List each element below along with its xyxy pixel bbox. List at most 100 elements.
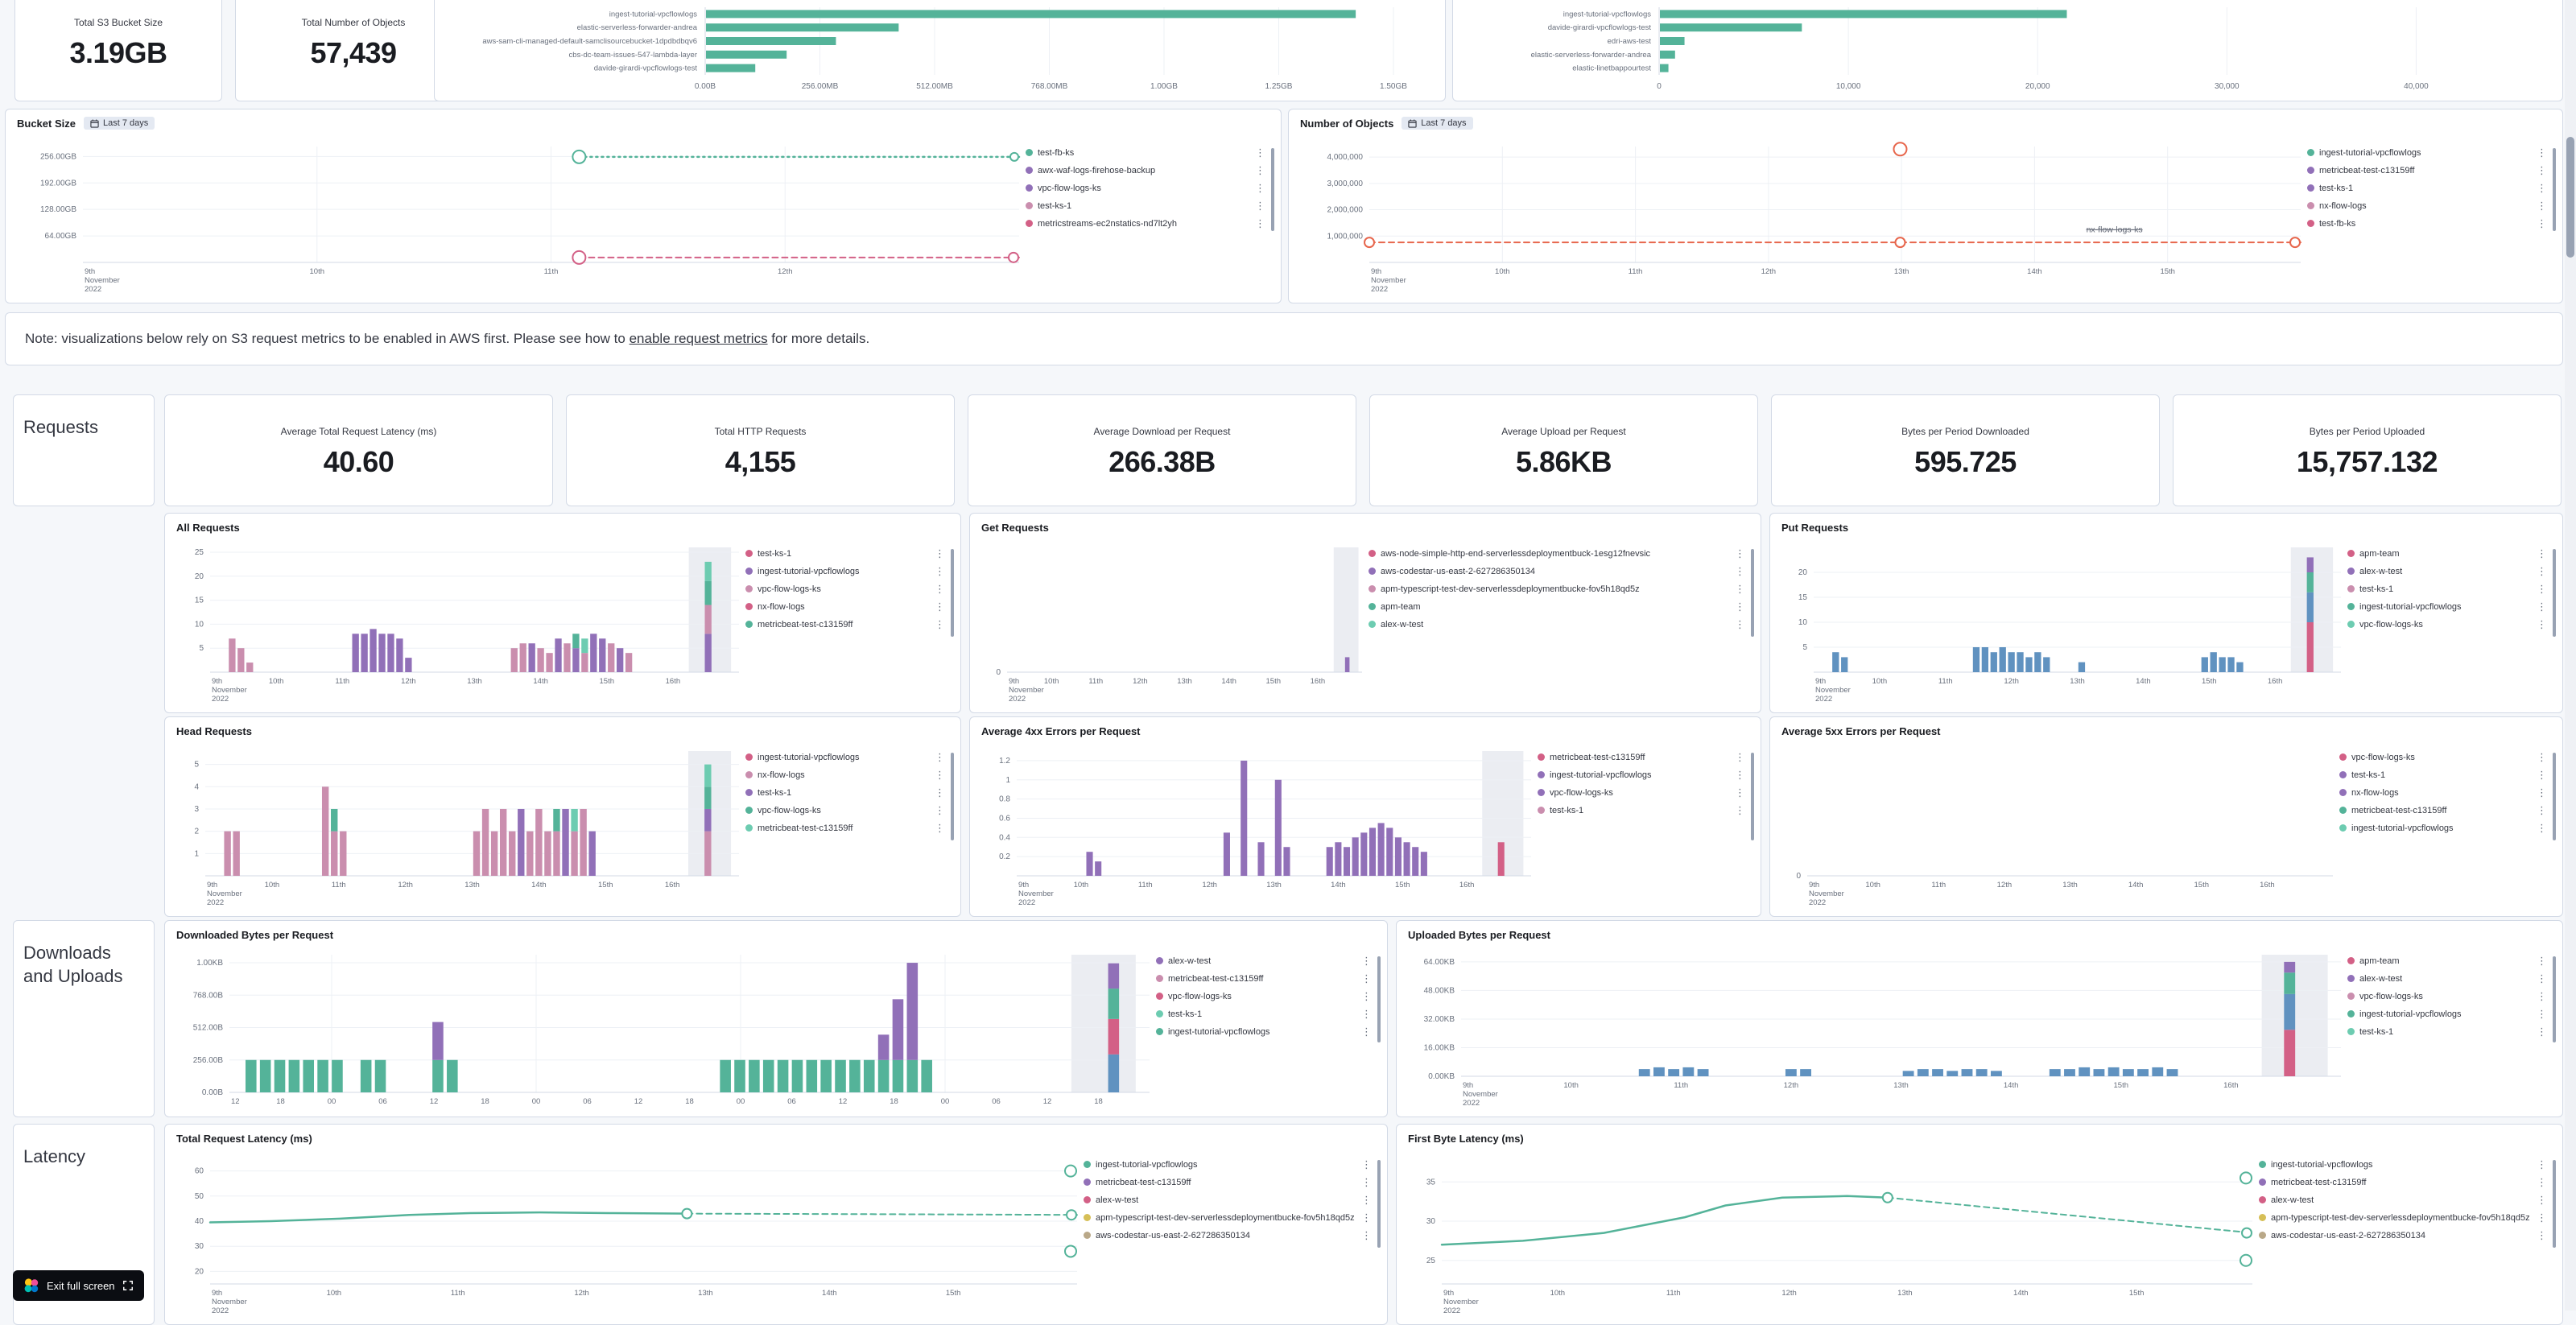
legend-actions-icon[interactable]: ⋮ (1735, 582, 1745, 595)
legend-actions-icon[interactable]: ⋮ (2537, 582, 2547, 595)
legend-item[interactable]: nx-flow-logs ⋮ (2307, 198, 2549, 213)
legend-item[interactable]: test-fb-ks ⋮ (1026, 145, 1267, 160)
legend-item[interactable]: ingest-tutorial-vpcflowlogs ⋮ (2347, 599, 2549, 614)
legend-item[interactable]: ingest-tutorial-vpcflowlogs ⋮ (2307, 145, 2549, 160)
legend-actions-icon[interactable]: ⋮ (1735, 564, 1745, 577)
legend-actions-icon[interactable]: ⋮ (1735, 786, 1745, 799)
legend-scrollbar[interactable] (2553, 148, 2556, 231)
legend-item[interactable]: test-ks-1 ⋮ (745, 546, 947, 561)
legend-actions-icon[interactable]: ⋮ (935, 547, 945, 559)
legend-actions-icon[interactable]: ⋮ (2537, 972, 2547, 984)
legend-item[interactable]: nx-flow-logs ⋮ (745, 767, 947, 782)
legend-scrollbar[interactable] (2553, 956, 2556, 1042)
legend-actions-icon[interactable]: ⋮ (1735, 803, 1745, 816)
first-byte-latency-plot[interactable]: 25 30 35 9th November 2022 10th 11th 12th 13th 14t… (1405, 1152, 2259, 1321)
legend-item[interactable]: test-ks-1 ⋮ (2347, 581, 2549, 596)
downloaded-bytes-plot[interactable]: 0.00B 256.00B 512.00B 768.00B 1.00KB 12 18 00 06… (173, 948, 1156, 1113)
legend-item[interactable]: ingest-tutorial-vpcflowlogs ⋮ (1538, 767, 1747, 782)
legend-actions-icon[interactable]: ⋮ (1735, 617, 1745, 630)
legend-scrollbar[interactable] (951, 753, 954, 840)
legend-actions-icon[interactable]: ⋮ (1361, 954, 1372, 967)
legend-item[interactable]: test-ks-1 ⋮ (2307, 180, 2549, 196)
legend-actions-icon[interactable]: ⋮ (1361, 1158, 1372, 1170)
legend-item[interactable]: metricstreams-ec2nstatics-nd7lt2yh ⋮ (1026, 216, 1267, 231)
legend-item[interactable]: aws-codestar-us-east-2-627286350134 ⋮ (1084, 1228, 1373, 1243)
legend-actions-icon[interactable]: ⋮ (2537, 1025, 2547, 1038)
legend-item[interactable]: alex-w-test ⋮ (1156, 953, 1373, 968)
legend-item[interactable]: apm-team ⋮ (1368, 599, 1747, 614)
legend-item[interactable]: ingest-tutorial-vpcflowlogs ⋮ (1084, 1157, 1373, 1172)
legend-actions-icon[interactable]: ⋮ (2537, 989, 2547, 1002)
legend-actions-icon[interactable]: ⋮ (1735, 768, 1745, 781)
legend-scrollbar[interactable] (1751, 753, 1754, 840)
legend-actions-icon[interactable]: ⋮ (2537, 1175, 2547, 1188)
legend-actions-icon[interactable]: ⋮ (1361, 1025, 1372, 1038)
legend-actions-icon[interactable]: ⋮ (2537, 547, 2547, 559)
legend-scrollbar[interactable] (2553, 1160, 2556, 1249)
legend-item[interactable]: alex-w-test ⋮ (2347, 971, 2549, 986)
get-requests-plot[interactable]: 0 9th November 2022 10th 11th 12th 13th 14th 15th… (978, 541, 1368, 709)
legend-scrollbar[interactable] (1377, 1160, 1381, 1249)
legend-scrollbar[interactable] (951, 549, 954, 637)
page-scrollbar-thumb[interactable] (2566, 137, 2574, 258)
legend-item[interactable]: aws-codestar-us-east-2-627286350134 ⋮ (1368, 563, 1747, 579)
legend-actions-icon[interactable]: ⋮ (935, 600, 945, 613)
total-request-latency-plot[interactable]: 20 30 40 50 60 9th November 2022 10th 11th 12th 13t… (173, 1152, 1084, 1321)
legend-item[interactable]: apm-typescript-test-dev-serverlessdeploy… (1084, 1210, 1373, 1225)
uploaded-bytes-plot[interactable]: 0.00KB 16.00KB 32.00KB 48.00KB 64.00KB 9th Nov… (1405, 948, 2347, 1113)
legend-item[interactable]: metricbeat-test-c13159ff ⋮ (745, 617, 947, 632)
legend-actions-icon[interactable]: ⋮ (2537, 600, 2547, 613)
legend-item[interactable]: test-ks-1 ⋮ (745, 785, 947, 800)
legend-actions-icon[interactable]: ⋮ (2537, 1193, 2547, 1206)
legend-actions-icon[interactable]: ⋮ (935, 821, 945, 834)
avg-4xx-errors-plot[interactable]: 0.2 0.4 0.6 0.8 1 1.2 9th November 2022 10th 11th 1… (978, 745, 1538, 913)
legend-actions-icon[interactable]: ⋮ (2537, 750, 2547, 763)
legend-actions-icon[interactable]: ⋮ (2537, 954, 2547, 967)
legend-item[interactable]: ingest-tutorial-vpcflowlogs ⋮ (2347, 1006, 2549, 1022)
legend-actions-icon[interactable]: ⋮ (1361, 1211, 1372, 1224)
legend-item[interactable]: nx-flow-logs ⋮ (745, 599, 947, 614)
legend-item[interactable]: alex-w-test ⋮ (1368, 617, 1747, 632)
legend-item[interactable]: metricbeat-test-c13159ff ⋮ (2339, 803, 2549, 818)
enable-request-metrics-link[interactable]: enable request metrics (629, 331, 768, 346)
legend-item[interactable]: vpc-flow-logs-ks ⋮ (1156, 989, 1373, 1004)
legend-item[interactable]: metricbeat-test-c13159ff ⋮ (2259, 1174, 2549, 1190)
legend-item[interactable]: test-fb-ks ⋮ (2307, 216, 2549, 231)
legend-actions-icon[interactable]: ⋮ (2537, 217, 2547, 229)
legend-item[interactable]: vpc-flow-logs-ks ⋮ (2347, 989, 2549, 1004)
legend-actions-icon[interactable]: ⋮ (935, 803, 945, 816)
time-filter-badge[interactable]: Last 7 days (83, 117, 155, 130)
legend-item[interactable]: apm-typescript-test-dev-serverlessdeploy… (1368, 581, 1747, 596)
objects-per-bucket-chart[interactable]: 0 10,000 20,000 30,000 40,000 ingest-tutorial… (1466, 4, 2546, 96)
legend-actions-icon[interactable]: ⋮ (1361, 1228, 1372, 1241)
legend-actions-icon[interactable]: ⋮ (935, 750, 945, 763)
head-requests-plot[interactable]: 1 2 3 4 5 9th November 2022 10th 11th 12th 13th 14th… (173, 745, 745, 913)
legend-item[interactable]: ingest-tutorial-vpcflowlogs ⋮ (1156, 1024, 1373, 1039)
legend-actions-icon[interactable]: ⋮ (2537, 617, 2547, 630)
legend-item[interactable]: ingest-tutorial-vpcflowlogs ⋮ (745, 563, 947, 579)
legend-actions-icon[interactable]: ⋮ (2537, 768, 2547, 781)
legend-item[interactable]: metricbeat-test-c13159ff ⋮ (1084, 1174, 1373, 1190)
legend-item[interactable]: vpc-flow-logs-ks ⋮ (2339, 749, 2549, 765)
legend-scrollbar[interactable] (2553, 753, 2556, 840)
legend-item[interactable]: vpc-flow-logs-ks ⋮ (745, 581, 947, 596)
number-of-objects-plot[interactable]: 1,000,000 2,000,000 3,000,000 4,000,000 9th N… (1297, 140, 2307, 299)
legend-item[interactable]: aws-codestar-us-east-2-627286350134 ⋮ (2259, 1228, 2549, 1243)
legend-item[interactable]: vpc-flow-logs-ks ⋮ (1026, 180, 1267, 196)
legend-item[interactable]: apm-team ⋮ (2347, 546, 2549, 561)
legend-actions-icon[interactable]: ⋮ (1735, 600, 1745, 613)
legend-item[interactable]: test-ks-1 ⋮ (2347, 1024, 2549, 1039)
legend-actions-icon[interactable]: ⋮ (1361, 972, 1372, 984)
legend-actions-icon[interactable]: ⋮ (1361, 1007, 1372, 1020)
legend-actions-icon[interactable]: ⋮ (2537, 1228, 2547, 1241)
legend-item[interactable]: apm-team ⋮ (2347, 953, 2549, 968)
legend-actions-icon[interactable]: ⋮ (1255, 163, 1265, 176)
legend-item[interactable]: ingest-tutorial-vpcflowlogs ⋮ (2339, 820, 2549, 836)
legend-item[interactable]: apm-typescript-test-dev-serverlessdeploy… (2259, 1210, 2549, 1225)
legend-actions-icon[interactable]: ⋮ (935, 617, 945, 630)
legend-item[interactable]: vpc-flow-logs-ks ⋮ (2347, 617, 2549, 632)
legend-item[interactable]: vpc-flow-logs-ks ⋮ (745, 803, 947, 818)
legend-scrollbar[interactable] (1377, 956, 1381, 1042)
legend-item[interactable]: metricbeat-test-c13159ff ⋮ (745, 820, 947, 836)
legend-actions-icon[interactable]: ⋮ (2537, 1158, 2547, 1170)
